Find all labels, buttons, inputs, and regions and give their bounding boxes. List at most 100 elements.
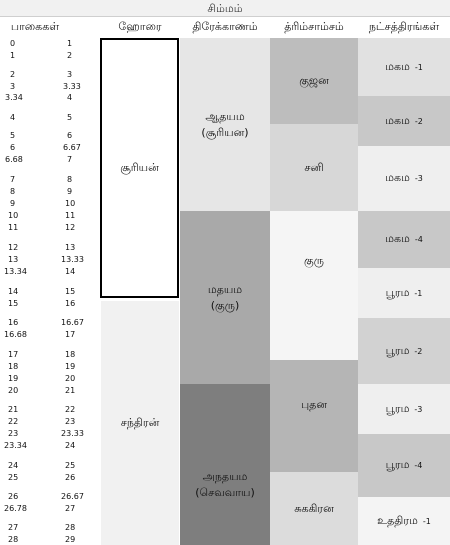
nakshatra-pada: -2 bbox=[414, 116, 423, 126]
degree-from: 19 bbox=[8, 374, 19, 383]
degree-to: 3.33 bbox=[63, 82, 81, 91]
nakshatra-2: மகம -2 bbox=[358, 96, 450, 146]
degree-from: 23.34 bbox=[4, 441, 27, 450]
degree-from: 13 bbox=[8, 255, 19, 264]
drekkanam-3-name: அநதயம bbox=[202, 469, 248, 483]
degree-to: 19 bbox=[65, 362, 76, 371]
drekkanam-2-name: மதயம bbox=[207, 282, 243, 296]
degree-from: 20 bbox=[8, 386, 19, 395]
degree-to: 16.67 bbox=[61, 318, 84, 327]
nakshatra-pada: -3 bbox=[414, 404, 423, 414]
nakshatra-pada: -3 bbox=[414, 174, 423, 183]
degree-from: 24 bbox=[8, 461, 19, 470]
degree-to: 7 bbox=[67, 155, 73, 164]
degree-to: 1 bbox=[67, 39, 73, 48]
degree-from: 8 bbox=[10, 187, 16, 196]
degree-from: 26 bbox=[8, 492, 19, 501]
drekkanam-2-lord: (குரு) bbox=[210, 298, 240, 312]
degree-from: 26.78 bbox=[4, 504, 27, 513]
degree-from: 3 bbox=[10, 82, 16, 91]
degree-from: 10 bbox=[8, 211, 19, 220]
nakshatra-9: உததிரம -1 bbox=[358, 497, 450, 545]
drekkanam-1: ஆதயம (சூரியன) bbox=[180, 38, 270, 211]
degree-to: 13.33 bbox=[61, 255, 84, 264]
nakshatra-name: பூரம bbox=[385, 458, 410, 471]
degree-to: 11 bbox=[65, 211, 76, 220]
horai-chandra-label: சந்திரன் bbox=[120, 416, 160, 429]
degree-from: 28 bbox=[8, 535, 19, 544]
degree-from: 0 bbox=[10, 39, 16, 48]
degree-from: 2 bbox=[10, 70, 16, 79]
degree-to: 18 bbox=[65, 350, 76, 359]
degree-from: 12 bbox=[8, 243, 19, 252]
nakshatra-pada: -4 bbox=[414, 461, 423, 470]
drekkanam-1-name: ஆதயம bbox=[205, 109, 245, 123]
header-thrimsamsam: த்ரிம்சாம்சம் bbox=[284, 20, 344, 33]
degree-to: 15 bbox=[65, 287, 76, 296]
degree-to: 27 bbox=[65, 504, 76, 513]
degree-to: 28 bbox=[65, 523, 76, 532]
nakshatra-7: பூரம -3 bbox=[358, 384, 450, 434]
degree-to: 16 bbox=[65, 299, 76, 308]
horai-surya: சூரியன் bbox=[100, 38, 179, 298]
degree-from: 17 bbox=[8, 350, 19, 359]
thrimsamsam-4: புதன bbox=[270, 360, 358, 472]
degree-from: 22 bbox=[8, 417, 19, 426]
thrimsamsam-2: சனி bbox=[270, 124, 358, 211]
drekkanam-1-lord: (சூரியன) bbox=[201, 125, 249, 139]
degree-from: 21 bbox=[8, 405, 19, 414]
nakshatra-pada: -4 bbox=[414, 235, 423, 244]
horai-chandra: சந்திரன் bbox=[101, 301, 179, 545]
degree-from: 9 bbox=[10, 199, 16, 208]
degree-from: 11 bbox=[8, 223, 19, 232]
nakshatra-8: பூரம -4 bbox=[358, 434, 450, 497]
nakshatra-6: பூரம -2 bbox=[358, 318, 450, 384]
drekkanam-3-lord: (செவவாய) bbox=[195, 485, 255, 499]
degree-from: 15 bbox=[8, 299, 19, 308]
nakshatra-name: மகம bbox=[385, 171, 410, 184]
degree-from: 13.34 bbox=[4, 267, 27, 276]
header-drekkanam: திரேக்காணம் bbox=[192, 20, 258, 33]
degree-to: 13 bbox=[65, 243, 76, 252]
degree-to: 23 bbox=[65, 417, 76, 426]
degree-from: 23 bbox=[8, 429, 19, 438]
degree-to: 10 bbox=[65, 199, 76, 208]
degree-from: 16 bbox=[8, 318, 19, 327]
degree-to: 8 bbox=[67, 175, 73, 184]
degree-to: 25 bbox=[65, 461, 76, 470]
drekkanam-3: அநதயம (செவவாய) bbox=[180, 384, 270, 545]
degree-to: 26 bbox=[65, 473, 76, 482]
drekkanam-2: மதயம (குரு) bbox=[180, 211, 270, 384]
degree-from: 3.34 bbox=[5, 93, 23, 102]
degree-from: 16.68 bbox=[4, 330, 27, 339]
nakshatra-5: பூரம -1 bbox=[358, 268, 450, 318]
degree-from: 5 bbox=[10, 131, 16, 140]
degree-to: 17 bbox=[65, 330, 76, 339]
nakshatra-pada: -1 bbox=[422, 516, 431, 526]
header-horai: ஹோரை bbox=[118, 20, 162, 33]
degree-from: 25 bbox=[8, 473, 19, 482]
nakshatra-3: மகம -3 bbox=[358, 146, 450, 211]
degree-from: 6.68 bbox=[5, 155, 23, 164]
degree-from: 6 bbox=[10, 143, 16, 152]
degree-from: 4 bbox=[10, 113, 16, 122]
nakshatra-name: பூரம bbox=[385, 401, 410, 415]
degree-to: 6 bbox=[67, 131, 73, 140]
thrimsamsam-3-label: குரு bbox=[304, 253, 324, 267]
degree-to: 24 bbox=[65, 441, 76, 450]
thrimsamsam-5-label: சுககிரன bbox=[294, 501, 334, 515]
nakshatra-name: மகம bbox=[385, 113, 410, 127]
thrimsamsam-4-label: புதன bbox=[300, 398, 328, 411]
degree-to: 23.33 bbox=[61, 429, 84, 438]
degree-from: 18 bbox=[8, 362, 19, 371]
thrimsamsam-3: குரு bbox=[270, 211, 358, 360]
nakshatra-name: மகம bbox=[385, 232, 410, 245]
degree-to: 26.67 bbox=[61, 492, 84, 501]
degree-to: 20 bbox=[65, 374, 76, 383]
degree-to: 4 bbox=[67, 93, 73, 102]
thrimsamsam-5: சுககிரன bbox=[270, 472, 358, 545]
degree-to: 3 bbox=[67, 70, 73, 79]
degree-to: 2 bbox=[67, 51, 73, 60]
degree-from: 7 bbox=[10, 175, 16, 184]
degree-to: 22 bbox=[65, 405, 76, 414]
